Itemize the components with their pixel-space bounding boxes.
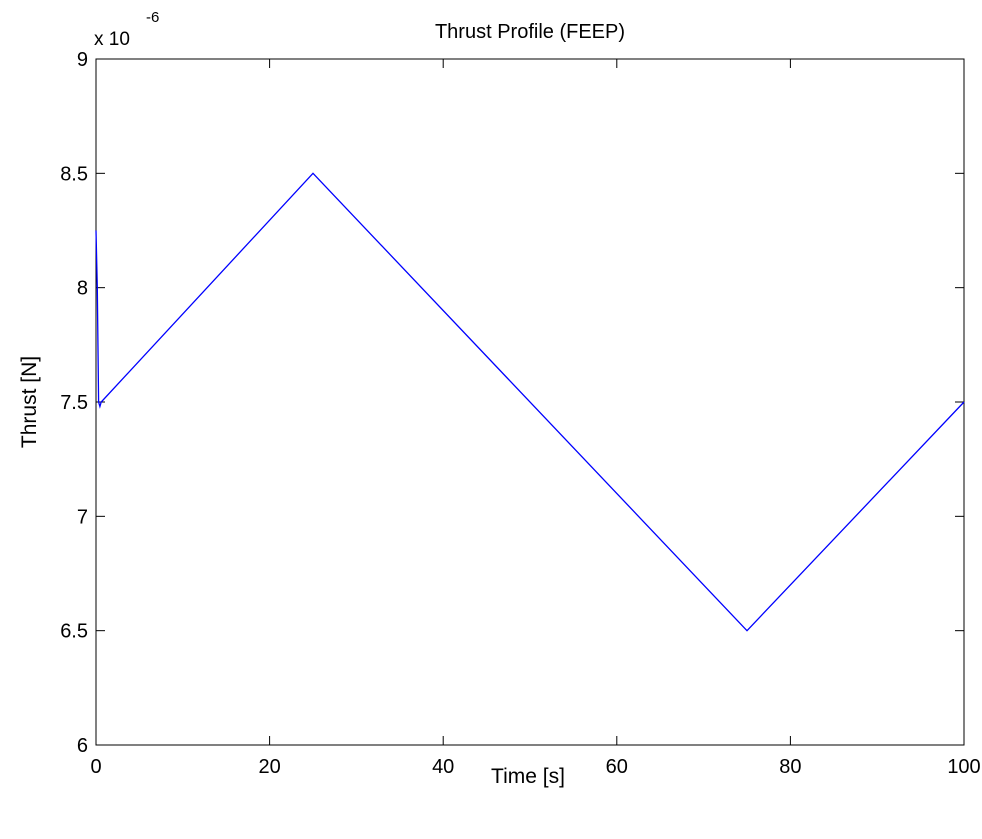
y-tick-label: 7.5 [60,392,88,414]
series-line [95,172,965,632]
y-axis-tick-labels: 6 6.5 7 7.5 8 8.5 9 [60,49,88,757]
y-tick-label: 7 [77,506,88,528]
y-tick-label: 8.5 [60,163,88,185]
y-tick-label: 6 [77,735,88,757]
x-tick-label: 80 [779,756,801,778]
x-tick-label: 60 [606,756,628,778]
y-axis-label: Thrust [N] [18,356,41,448]
x-tick-label: 100 [947,756,980,778]
y-tick-label: 6.5 [60,621,88,643]
x-tick-label: 0 [90,756,101,778]
y-tick-label: 8 [77,278,88,300]
y-exponent-base: x 10 [94,29,130,50]
series-layer [95,172,965,632]
chart-title: Thrust Profile (FEEP) [435,21,625,43]
x-tick-label: 20 [258,756,280,778]
x-axis-ticks [95,59,965,745]
y-tick-label: 9 [77,49,88,71]
x-axis-label: Time [s] [491,765,565,788]
y-exponent-power: -6 [146,9,159,26]
x-axis-tick-labels: 0 20 40 60 80 100 [90,756,980,778]
x-tick-label: 40 [432,756,454,778]
y-exponent: x 10 -6 [94,9,159,50]
y-axis-ticks [96,58,964,746]
